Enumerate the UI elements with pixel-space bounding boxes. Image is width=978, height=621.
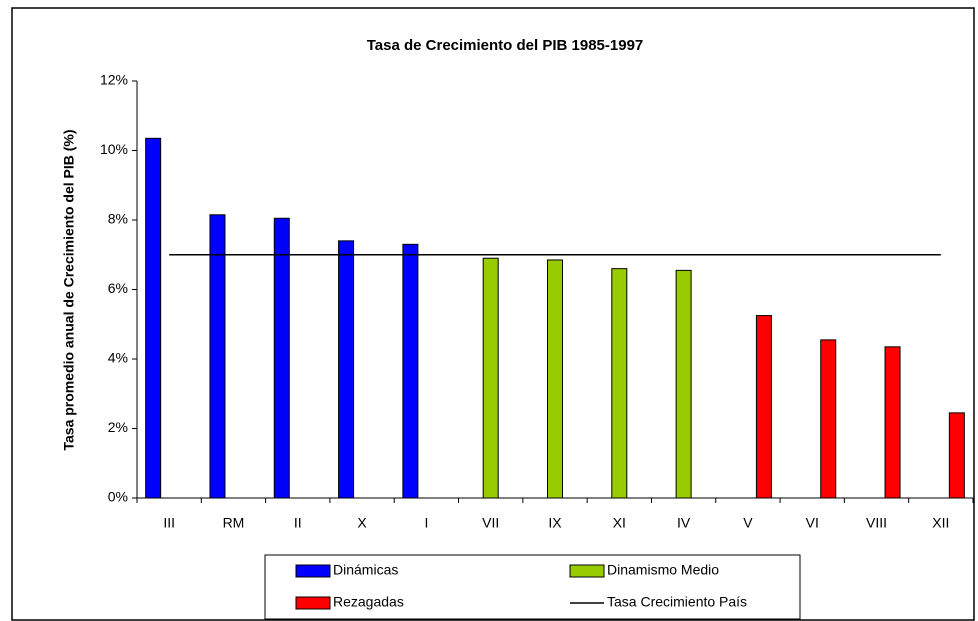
legend-swatch	[295, 596, 331, 610]
x-tick-label: VIII	[866, 515, 887, 531]
y-tick-label: 0%	[108, 489, 128, 505]
x-tick-label: IX	[548, 515, 562, 531]
y-tick-label: 6%	[108, 280, 128, 296]
x-tick-label: III	[163, 515, 175, 531]
legend-label: Dinámicas	[333, 562, 398, 578]
x-tick-label: RM	[223, 515, 245, 531]
x-tick-label: I	[424, 515, 428, 531]
bar	[755, 315, 772, 499]
bar	[948, 412, 965, 499]
bar	[338, 240, 355, 499]
legend-label: Dinamismo Medio	[607, 562, 719, 578]
chart-title: Tasa de Crecimiento del PIB 1985-1997	[367, 37, 644, 54]
y-tick-label: 2%	[108, 419, 128, 435]
bar	[675, 269, 692, 499]
bar	[884, 346, 901, 499]
legend-label: Rezagadas	[333, 594, 404, 610]
bar	[402, 243, 419, 499]
x-tick-label: IV	[677, 515, 691, 531]
y-tick-label: 12%	[100, 72, 128, 88]
y-tick-label: 10%	[100, 141, 128, 157]
legend-swatch	[295, 564, 331, 578]
legend-swatch	[569, 564, 605, 578]
x-tick-label: II	[294, 515, 302, 531]
x-tick-label: X	[357, 515, 367, 531]
bar	[482, 257, 499, 499]
y-tick-label: 8%	[108, 211, 128, 227]
bar	[820, 339, 837, 499]
bar	[547, 259, 563, 499]
bar	[145, 137, 162, 499]
legend-label: Tasa Crecimiento País	[607, 594, 747, 610]
bar	[611, 268, 628, 499]
y-tick-label: 4%	[108, 350, 128, 366]
x-tick-label: XII	[932, 515, 949, 531]
x-tick-label: VII	[482, 515, 499, 531]
x-tick-label: VI	[806, 515, 819, 531]
bar	[209, 214, 226, 499]
x-tick-label: XI	[613, 515, 626, 531]
y-axis-label: Tasa promedio anual de Crecimiento del P…	[61, 129, 77, 450]
x-tick-label: V	[743, 515, 753, 531]
bar	[273, 217, 290, 499]
legend-box	[264, 554, 801, 620]
